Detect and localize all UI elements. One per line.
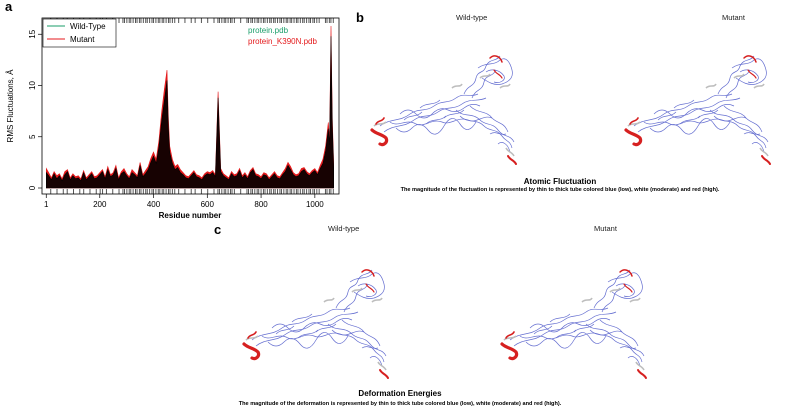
panel-b-caption-text: The magnitude of the fluctuation is repr… — [400, 187, 720, 193]
series-wild-type — [46, 36, 334, 189]
panel-b-wildtype-label: Wild-type — [456, 13, 488, 22]
series-mutant — [46, 25, 334, 189]
x-tick-label: 200 — [93, 200, 107, 209]
panel-c-caption-text: The magnitude of the deformation is repr… — [238, 401, 562, 407]
panel-a-letter: a — [5, 0, 13, 14]
panel-b-letter: b — [356, 10, 364, 25]
y-axis-title: RMS Fluctuations, Å — [6, 69, 15, 143]
y-tick-label: 0 — [28, 185, 37, 190]
plot-frame — [41, 17, 340, 195]
x-tick-label: 800 — [254, 200, 268, 209]
legend: Wild-Type Mutant — [42, 18, 117, 48]
x-tick-label: 1000 — [306, 200, 324, 209]
panel-b-caption-title: Atomic Fluctuation — [523, 177, 597, 186]
panel-c-wildtype-label: Wild-type — [328, 224, 360, 233]
panel-c-wildtype-structure — [242, 268, 390, 380]
panel-c-caption-title: Deformation Energies — [358, 389, 442, 398]
panel-b-mutant-label: Mutant — [722, 13, 745, 22]
y-tick-label: 15 — [28, 29, 37, 38]
panel-c-letter: c — [214, 222, 222, 237]
x-tick-label: 400 — [147, 200, 161, 209]
x-axis-title: Residue number — [159, 211, 222, 220]
legend-mutant-label: Mutant — [70, 35, 95, 44]
y-tick-label: 5 — [28, 134, 37, 139]
x-tick-label: 600 — [201, 200, 215, 209]
legend-wildtype-label: Wild-Type — [70, 22, 106, 31]
panel-c-mutant-label: Mutant — [594, 224, 617, 233]
annotation-protein-mutant-pdb: protein_K390N.pdb — [248, 37, 317, 46]
panel-b-mutant-structure — [624, 54, 772, 166]
panel-b-wildtype-structure — [370, 54, 518, 166]
legend-box — [42, 18, 117, 48]
x-tick-label: 1 — [44, 200, 49, 209]
y-tick-label: 10 — [28, 81, 37, 90]
annotation-protein-pdb: protein.pdb — [248, 26, 289, 35]
rmsf-chart: 1 200 400 600 800 1000 0 5 10 15 Wild-Type Mutant… — [6, 17, 340, 220]
panel-c-mutant-structure — [500, 268, 648, 380]
